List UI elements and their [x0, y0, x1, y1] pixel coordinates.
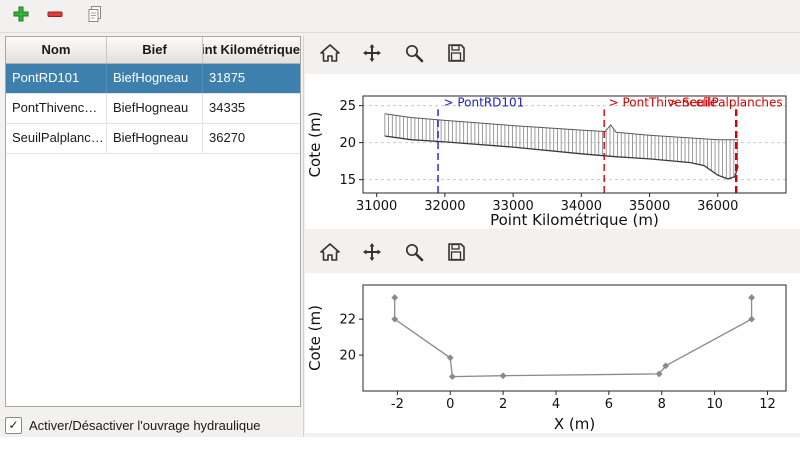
cross-section-plot-section: -2 0 2 4 6 8 10 12 20 22 X (m) Cote (m) [305, 235, 800, 433]
svg-text:2: 2 [499, 397, 507, 412]
zoom-icon [403, 42, 425, 69]
table-row[interactable]: SeuilPalplanches BiefHogneau 36270 [6, 124, 300, 154]
home-button[interactable] [317, 241, 343, 267]
table-header: Nom Bief Point Kilométrique [6, 37, 300, 64]
svg-text:8: 8 [658, 397, 666, 412]
profile-figure: > PontRD101 > PontThivencelle > SeuilPalpl… [305, 74, 800, 229]
svg-text:Point Kilométrique (m): Point Kilométrique (m) [490, 211, 659, 229]
svg-text:20: 20 [339, 349, 356, 364]
cross-section-chart-canvas[interactable]: -2 0 2 4 6 8 10 12 20 22 X (m) Cote (m) [305, 273, 800, 433]
svg-text:15: 15 [339, 173, 356, 188]
add-structure-button[interactable] [8, 3, 34, 29]
table-body: PontRD101 BiefHogneau 31875 PontThivence… [6, 64, 300, 406]
profile-plot-toolbar [305, 36, 800, 74]
copy-structure-button[interactable] [82, 3, 108, 29]
window-bottom-strip [0, 437, 800, 450]
svg-text:25: 25 [339, 99, 356, 114]
svg-text:12: 12 [759, 397, 776, 412]
cell-nom: PontThivencelle [6, 94, 107, 123]
cell-pk: 34335 [209, 100, 246, 115]
svg-text:22: 22 [339, 313, 356, 328]
cell-bief: BiefHogneau [107, 64, 203, 93]
cell-nom: PontRD101 [6, 64, 107, 93]
document-icon [86, 5, 104, 28]
svg-text:0: 0 [446, 397, 454, 412]
svg-text:33000: 33000 [492, 199, 533, 214]
home-button[interactable] [317, 42, 343, 68]
svg-text:20: 20 [339, 136, 356, 151]
svg-text:> SeuilPalplanches: > SeuilPalplanches [668, 95, 782, 109]
cell-pk: 36270 [209, 130, 246, 145]
activate-structure-checkbox[interactable]: ✓ [5, 416, 22, 434]
svg-text:> PontRD101: > PontRD101 [444, 95, 525, 109]
zoom-button[interactable] [401, 241, 427, 267]
svg-text:4: 4 [552, 397, 560, 412]
pan-icon [361, 241, 383, 268]
svg-text:10: 10 [706, 397, 723, 412]
table-row[interactable]: PontThivencelle BiefHogneau 34335 [6, 94, 300, 124]
column-header-pk[interactable]: Point Kilométrique [203, 42, 300, 57]
cell-pk: 31875 [209, 70, 246, 85]
svg-text:> PontThivencelle: > PontThivencelle [609, 95, 718, 109]
svg-text:34000: 34000 [561, 199, 602, 214]
cross-section-plot-toolbar [305, 235, 800, 273]
save-button[interactable] [443, 42, 469, 68]
pan-icon [361, 42, 383, 69]
pan-button[interactable] [359, 42, 385, 68]
svg-text:36000: 36000 [697, 199, 738, 214]
plus-icon [12, 5, 30, 28]
profile-plot-section: > PontRD101 > PontThivencelle > SeuilPalpl… [305, 36, 800, 229]
activate-structure-label: Activer/Désactiver l'ouvrage hydraulique [29, 417, 261, 433]
table-row[interactable]: PontRD101 BiefHogneau 31875 [6, 64, 300, 94]
plots-panel: > PontRD101 > PontThivencelle > SeuilPalpl… [303, 36, 800, 450]
main-toolbar [0, 0, 800, 33]
column-header-bief[interactable]: Bief [107, 37, 203, 63]
profile-chart-canvas[interactable]: > PontRD101 > PontThivencelle> SeuilPalpl… [305, 74, 800, 229]
column-header-nom[interactable]: Nom [6, 37, 107, 63]
svg-text:-2: -2 [391, 397, 404, 412]
pan-button[interactable] [359, 241, 385, 267]
svg-text:Cote (m): Cote (m) [306, 305, 324, 371]
save-icon [445, 42, 467, 69]
remove-structure-button[interactable] [42, 3, 68, 29]
minus-icon [46, 5, 64, 28]
svg-text:X (m): X (m) [554, 415, 595, 433]
svg-text:6: 6 [605, 397, 613, 412]
svg-text:Cote (m): Cote (m) [306, 112, 324, 178]
zoom-button[interactable] [401, 42, 427, 68]
save-button[interactable] [443, 241, 469, 267]
home-icon [319, 42, 341, 69]
cell-nom: SeuilPalplanches [6, 124, 107, 153]
structures-panel: Nom Bief Point Kilométrique PontRD101 Bi… [5, 36, 301, 436]
cell-bief: BiefHogneau [107, 94, 203, 123]
cross-section-figure: -2 0 2 4 6 8 10 12 20 22 X (m) Cote (m) [305, 273, 800, 433]
svg-text:31000: 31000 [356, 199, 397, 214]
structures-table: Nom Bief Point Kilométrique PontRD101 Bi… [5, 36, 301, 407]
home-icon [319, 241, 341, 268]
zoom-icon [403, 241, 425, 268]
activate-structure-row: ✓ Activer/Désactiver l'ouvrage hydrauliq… [5, 414, 301, 436]
save-icon [445, 241, 467, 268]
svg-text:32000: 32000 [424, 199, 465, 214]
svg-text:35000: 35000 [629, 199, 670, 214]
cell-bief: BiefHogneau [107, 124, 203, 153]
